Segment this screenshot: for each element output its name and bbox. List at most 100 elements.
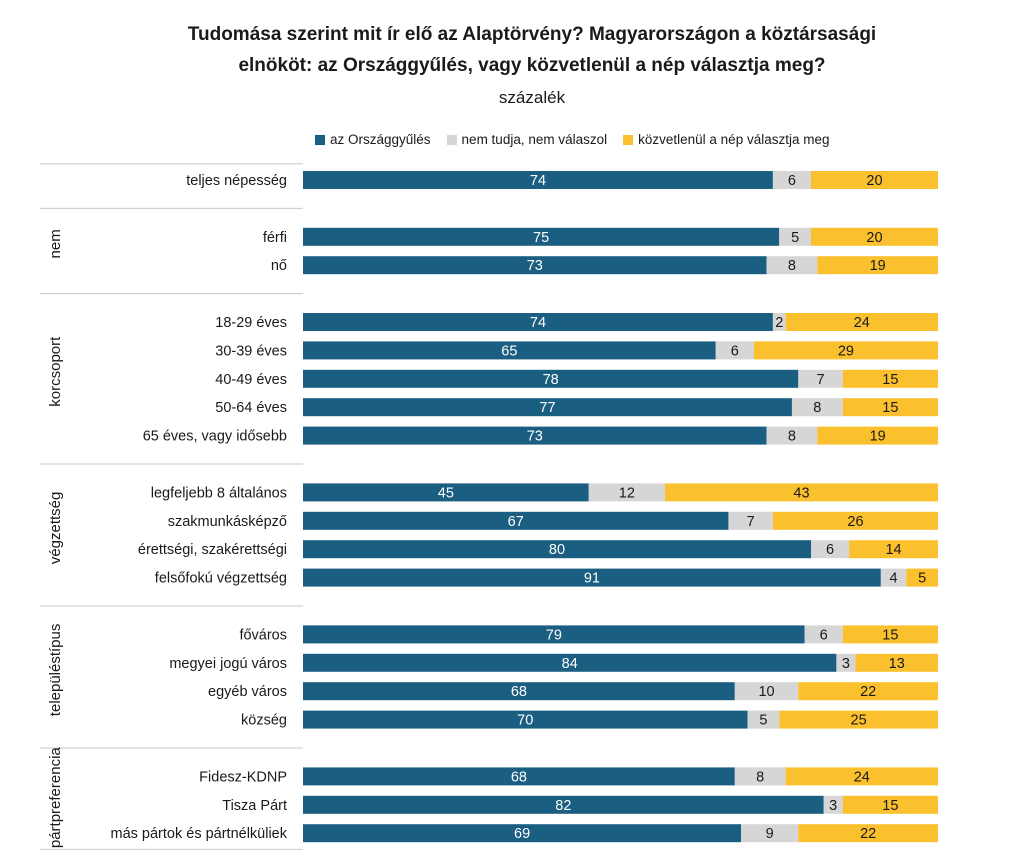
bar-segment [817, 256, 938, 275]
data-label: 73 [527, 429, 543, 445]
bar-segment [303, 369, 799, 388]
chart-subtitle: százalék [498, 88, 566, 107]
bar-segment [836, 653, 856, 672]
legend-label-parliament: az Országgyűlés [330, 132, 431, 147]
row-label: 65 éves, vagy idősebb [143, 429, 287, 445]
bar-segment [785, 767, 938, 786]
legend-item-parliament: az Országgyűlés [315, 132, 431, 147]
row-label: egyéb város [208, 684, 287, 700]
data-label: 6 [731, 343, 739, 359]
bar-segment [715, 341, 754, 360]
bar-segment [906, 568, 938, 587]
bar-segment [855, 653, 938, 672]
row-label: felsőfokú végzettség [155, 571, 287, 587]
data-label: 75 [533, 230, 549, 246]
group-label: településtípus [47, 624, 64, 717]
bar-segment [804, 625, 843, 644]
bar-segment [741, 824, 799, 843]
bar-segment [303, 227, 780, 246]
bar-segment [303, 398, 792, 417]
data-label: 91 [584, 571, 600, 587]
bar-segment [798, 369, 843, 388]
bar-segment [303, 483, 589, 502]
data-label: 10 [758, 684, 774, 700]
bar-segment [303, 795, 824, 814]
data-label: 73 [527, 258, 543, 274]
data-label: 45 [438, 485, 454, 501]
data-label: 68 [511, 684, 527, 700]
bar-segment [842, 625, 938, 644]
bar-segment [823, 795, 843, 814]
row-label: 40-49 éves [215, 372, 287, 388]
bar-segment [303, 171, 773, 189]
data-label: 24 [854, 315, 870, 331]
bar-segment [880, 568, 907, 587]
data-label: 3 [842, 656, 850, 672]
row-label: megyei jogú város [169, 656, 287, 672]
bar-segment [772, 511, 938, 530]
group-label: korcsoport [47, 336, 64, 407]
bar-segment [798, 682, 938, 701]
data-label: 79 [546, 627, 562, 643]
legend-item-dont-know: nem tudja, nem válaszol [446, 132, 608, 147]
data-label: 82 [555, 798, 571, 814]
data-label: 22 [860, 684, 876, 700]
bar-segment [728, 511, 773, 530]
bar-segment [588, 483, 665, 502]
data-label: 43 [793, 485, 809, 501]
data-label: 9 [766, 826, 774, 842]
row-label: 30-39 éves [215, 343, 287, 359]
data-label: 5 [759, 713, 767, 729]
data-label: 8 [788, 429, 796, 445]
legend-swatch-parliament [315, 134, 325, 145]
bar-segment [842, 369, 938, 388]
legend-swatch-dont-know [446, 134, 457, 145]
data-label: 6 [788, 173, 796, 189]
chart-title-line-2: elnököt: az Országgyűlés, vagy közvetlen… [238, 55, 826, 76]
data-label: 67 [508, 514, 524, 530]
data-label: 8 [756, 769, 764, 785]
legend: az Országgyűlés nem tudja, nem válaszol … [315, 132, 846, 147]
data-label: 29 [838, 343, 854, 359]
row-label: érettségi, szakérettségi [138, 542, 287, 558]
data-label: 12 [619, 485, 635, 501]
data-label: 19 [870, 258, 886, 274]
bar-segment [303, 511, 729, 530]
row-label: 50-64 éves [215, 400, 287, 416]
legend-label-dont-know: nem tudja, nem válaszol [461, 132, 608, 147]
bar-segment [303, 682, 735, 701]
bar-segment [791, 398, 843, 417]
data-label: 68 [511, 769, 527, 785]
data-label: 20 [866, 173, 882, 189]
bar-segment [811, 540, 850, 559]
data-label: 7 [816, 372, 824, 388]
data-label: 19 [870, 429, 886, 445]
bar-segment [747, 710, 780, 729]
row-label: nő [271, 258, 287, 274]
row-label: főváros [239, 627, 287, 643]
data-label: 8 [788, 258, 796, 274]
bar-segment [842, 398, 938, 417]
data-label: 80 [549, 542, 565, 558]
data-label: 5 [918, 571, 926, 587]
data-label: 24 [854, 769, 870, 785]
data-label: 7 [747, 514, 755, 530]
data-label: 15 [882, 798, 898, 814]
bar-segment [303, 710, 748, 729]
bar-segment [303, 653, 837, 672]
data-label: 5 [791, 230, 799, 246]
data-label: 20 [866, 230, 882, 246]
bar-segment [734, 767, 786, 786]
bar-segment [842, 795, 938, 814]
row-label: község [241, 713, 287, 729]
row-label: szakmunkásképző [168, 514, 287, 530]
row-label: férfi [263, 230, 287, 246]
bar-segment [772, 171, 811, 189]
data-label: 65 [501, 343, 517, 359]
bar-segment [753, 341, 938, 360]
chart-title-line-1: Tudomása szerint mit ír elő az Alaptörvé… [187, 24, 877, 45]
row-label: Tisza Párt [222, 798, 287, 814]
bar-segment [303, 256, 767, 275]
legend-item-people: közvetlenül a nép választja meg [623, 132, 830, 147]
